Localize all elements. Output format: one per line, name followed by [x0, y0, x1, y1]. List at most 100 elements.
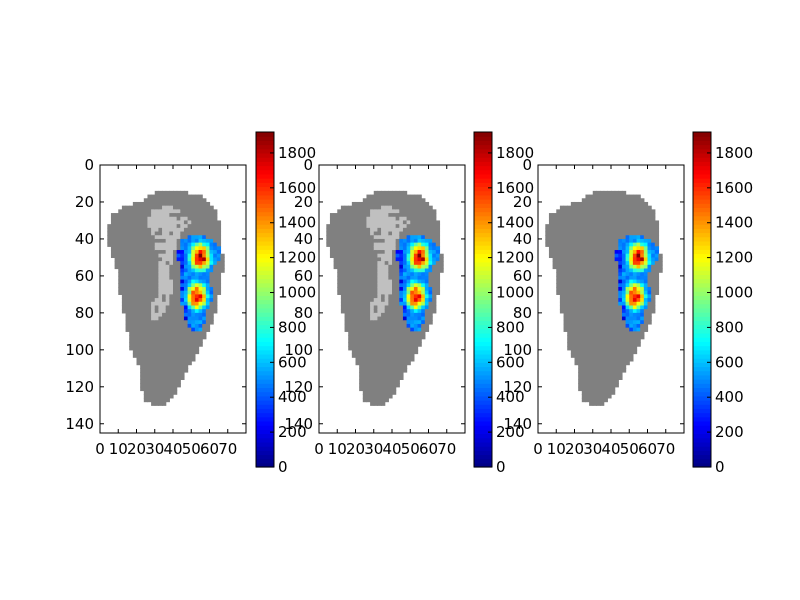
heatmap-cell [173, 327, 178, 332]
heatmap-cell [154, 275, 159, 281]
heatmap-cell [402, 213, 408, 218]
colorbar-segment [474, 178, 492, 183]
heatmap-cell [611, 309, 616, 314]
heatmap-cell [388, 364, 393, 369]
x-tick-label: 0 [533, 440, 543, 458]
heatmap-cell [589, 201, 594, 207]
heatmap-cell [585, 272, 590, 277]
heatmap-cell [183, 353, 189, 358]
heatmap-cell [194, 342, 200, 347]
colorbar-segment [693, 395, 711, 401]
colorbar-segment [256, 215, 274, 221]
heatmap-cell [589, 205, 594, 210]
heatmap-cell [395, 250, 400, 255]
heatmap-cell [165, 331, 170, 336]
heatmap-cell [340, 286, 346, 292]
heatmap-cell [596, 335, 601, 340]
heatmap-cell [632, 235, 638, 240]
heatmap-cell [600, 190, 605, 196]
heatmap-cell [162, 209, 167, 214]
heatmap-cell [399, 309, 404, 314]
colorbar-segment [693, 458, 711, 464]
heatmap-cell [607, 279, 612, 284]
heatmap-cell [399, 246, 404, 251]
heatmap-cell [198, 242, 203, 247]
heatmap-cell [359, 213, 364, 218]
heatmap-cell [187, 294, 192, 299]
heatmap-cell [654, 290, 660, 295]
heatmap-cell [158, 342, 163, 347]
heatmap-cell [399, 224, 404, 229]
heatmap-cell [618, 309, 623, 314]
heatmap-cell [180, 268, 185, 273]
heatmap-cell [187, 290, 192, 295]
heatmap-cell [417, 290, 422, 295]
heatmap-cell [169, 368, 174, 373]
heatmap-cell [209, 279, 214, 284]
heatmap-cell [413, 335, 419, 340]
heatmap-cell [173, 261, 178, 266]
heatmap-cell [147, 246, 152, 251]
heatmap-cell [366, 253, 371, 259]
heatmap-cell [589, 286, 594, 292]
heatmap-cell [647, 264, 652, 270]
heatmap-cell [344, 305, 349, 310]
heatmap-cell [132, 227, 138, 233]
heatmap-cell [125, 250, 130, 255]
heatmap-cell [183, 209, 189, 214]
heatmap-cell [428, 205, 433, 210]
heatmap-cell [621, 250, 627, 255]
heatmap-cell [614, 279, 619, 284]
heatmap-cell [384, 353, 389, 358]
heatmap-cell [614, 190, 619, 196]
heatmap-cell [187, 272, 192, 277]
heatmap-cell [410, 231, 415, 236]
heatmap-cell [574, 268, 579, 273]
heatmap-cell [578, 323, 583, 329]
heatmap-cell [629, 279, 634, 284]
heatmap-cell [362, 220, 368, 225]
heatmap-cell [417, 224, 422, 229]
heatmap-cell [596, 346, 601, 351]
heatmap-cell [151, 253, 156, 259]
heatmap-cell [596, 327, 601, 332]
heatmap-cell [151, 209, 156, 214]
heatmap-cell [585, 316, 590, 321]
heatmap-cell [406, 242, 411, 247]
heatmap-cell [607, 242, 612, 247]
heatmap-cell [165, 261, 170, 266]
heatmap-cell [614, 290, 619, 295]
x-tick-label: 30 [145, 440, 164, 458]
heatmap-cell [424, 209, 430, 214]
heatmap-cell [162, 224, 167, 229]
heatmap-cell [585, 194, 590, 199]
heatmap-cell [621, 224, 627, 229]
heatmap-cell [428, 316, 433, 321]
heatmap-cell [395, 227, 400, 233]
heatmap-cell [154, 375, 159, 380]
heatmap-cell [143, 346, 149, 351]
heatmap-cell [574, 264, 579, 270]
heatmap-cell [362, 268, 368, 273]
heatmap-cell [563, 279, 568, 284]
colorbar-segment [474, 358, 492, 363]
heatmap-cell [589, 320, 594, 325]
heatmap-cell [574, 242, 579, 247]
heatmap-cell [607, 275, 612, 281]
heatmap-cell [399, 360, 404, 366]
heatmap-cell [333, 238, 338, 244]
colorbar-segment [474, 144, 492, 150]
heatmap-cell [596, 390, 601, 395]
heatmap-cell [548, 250, 554, 255]
heatmap-cell [337, 283, 342, 288]
heatmap-cell [621, 323, 627, 329]
heatmap-cell [424, 294, 430, 299]
heatmap-cell [147, 264, 152, 270]
y-tick-label: 20 [294, 193, 313, 211]
heatmap-cell [220, 257, 225, 262]
heatmap-cell [629, 294, 634, 299]
heatmap-cell [410, 209, 415, 214]
heatmap-cell [121, 209, 127, 214]
colorbar-segment [693, 132, 711, 137]
